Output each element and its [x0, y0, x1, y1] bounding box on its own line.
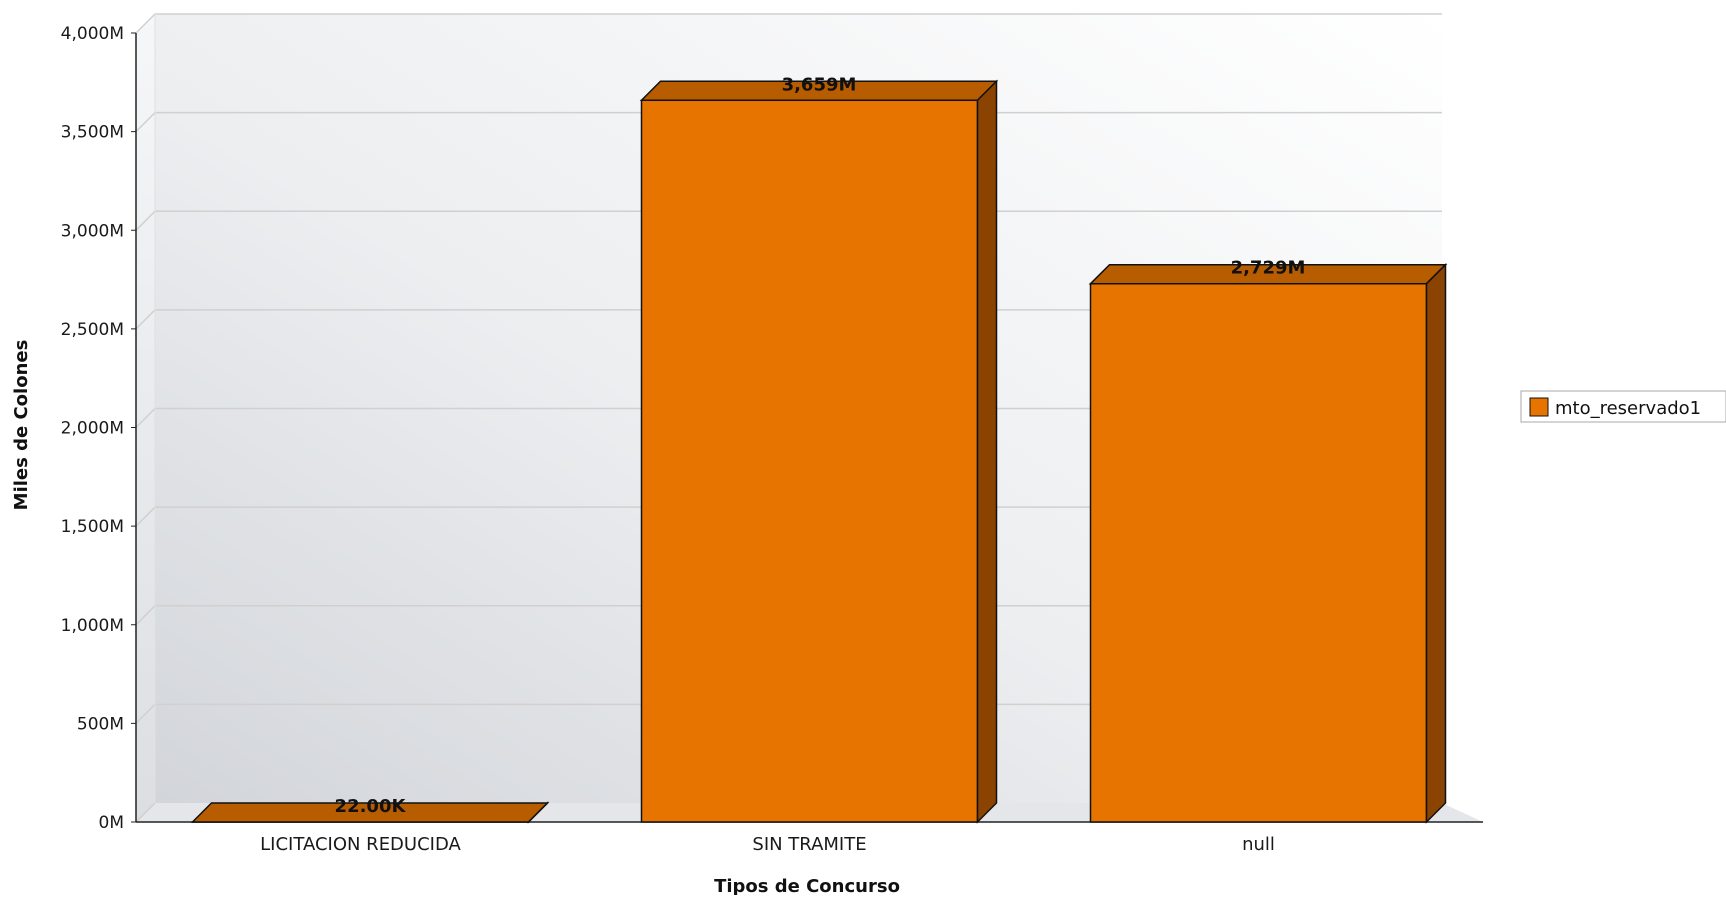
bar-side — [978, 81, 997, 822]
x-axis-title: Tipos de Concurso — [714, 876, 900, 895]
y-axis-ticks: 0M 500M 1,000M 1,500M 2,000M 2,500M 3,000M 3,50… — [61, 24, 136, 833]
y-tick-label: 3,500M — [61, 123, 124, 143]
x-axis-categories: LICITACION REDUCIDA SIN TRAMITE null — [260, 834, 1275, 855]
bar-value-label: 3,659M — [782, 74, 857, 95]
legend-label: mto_reservado1 — [1555, 398, 1701, 419]
bar — [642, 81, 997, 822]
legend: mto_reservado1 — [1521, 391, 1726, 422]
y-tick-label: 4,000M — [61, 24, 124, 44]
bar-front — [1091, 284, 1427, 822]
x-category-label: null — [1242, 834, 1275, 855]
y-tick-label: 0M — [99, 813, 124, 833]
y-tick-label: 2,000M — [61, 419, 124, 439]
x-category-label: SIN TRAMITE — [752, 834, 866, 855]
y-tick-label: 1,500M — [61, 517, 124, 537]
bar-value-label: 2,729M — [1231, 258, 1306, 279]
y-axis-title: Miles de Colones — [11, 340, 32, 511]
bar-value-label: 22.00K — [335, 796, 407, 817]
bar — [1091, 265, 1446, 822]
y-tick-label: 3,000M — [61, 221, 124, 241]
y-tick-label: 2,500M — [61, 320, 124, 340]
bar-front — [642, 100, 978, 822]
bar-side — [1427, 265, 1446, 822]
y-tick-label: 500M — [77, 714, 124, 734]
legend-swatch — [1530, 398, 1548, 416]
y-tick-label: 1,000M — [61, 616, 124, 636]
x-category-label: LICITACION REDUCIDA — [260, 834, 461, 855]
